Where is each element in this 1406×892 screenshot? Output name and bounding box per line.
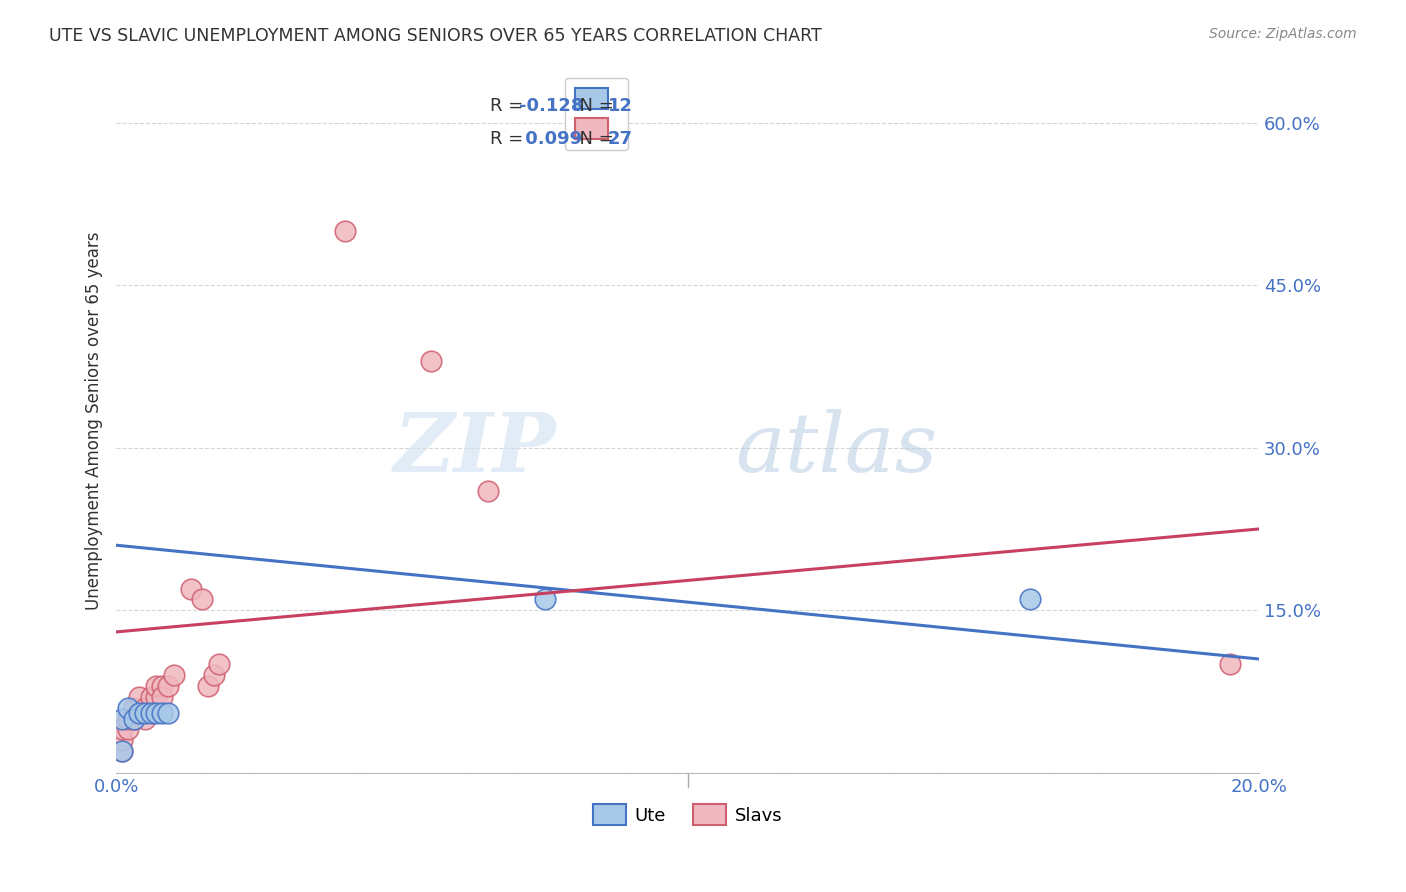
Point (477, 484, 499, 499)
Text: Source: ZipAtlas.com: Source: ZipAtlas.com (1209, 27, 1357, 41)
Point (145, 690, 167, 704)
Point (134, 700, 156, 714)
Point (150, 706, 173, 721)
Point (156, 706, 179, 721)
Legend: Ute, Slavs: Ute, Slavs (583, 796, 792, 834)
Point (191, 592, 214, 607)
Text: 27: 27 (607, 130, 633, 148)
Point (145, 706, 167, 721)
Point (122, 712, 145, 726)
Point (145, 679, 167, 693)
Text: N =: N = (568, 96, 619, 115)
Point (134, 706, 156, 721)
Point (333, 224, 356, 238)
Point (111, 712, 134, 726)
Text: R =: R = (491, 130, 529, 148)
Point (162, 668, 184, 682)
Point (117, 700, 139, 714)
Point (208, 657, 231, 672)
Point (1019, 592, 1042, 607)
Point (122, 712, 145, 726)
Point (180, 582, 202, 596)
Point (156, 679, 179, 693)
Point (139, 700, 162, 714)
Point (134, 712, 156, 726)
Text: 0.099: 0.099 (519, 130, 582, 148)
Point (117, 712, 139, 726)
Point (128, 690, 150, 704)
Point (117, 723, 139, 737)
Text: ZIP: ZIP (394, 409, 557, 489)
Point (419, 354, 441, 368)
Point (534, 592, 557, 607)
Point (122, 700, 145, 714)
Point (150, 679, 173, 693)
Point (139, 706, 162, 721)
Text: R =: R = (491, 96, 529, 115)
Point (150, 690, 173, 704)
Point (128, 706, 150, 721)
Point (111, 744, 134, 758)
Text: N =: N = (568, 130, 619, 148)
Point (1219, 657, 1241, 672)
Point (197, 679, 219, 693)
Point (111, 723, 134, 737)
Point (139, 690, 162, 704)
Point (111, 744, 134, 758)
Text: 12: 12 (607, 96, 633, 115)
Text: UTE VS SLAVIC UNEMPLOYMENT AMONG SENIORS OVER 65 YEARS CORRELATION CHART: UTE VS SLAVIC UNEMPLOYMENT AMONG SENIORS… (49, 27, 823, 45)
Text: atlas: atlas (735, 409, 938, 489)
Y-axis label: Unemployment Among Seniors over 65 years: Unemployment Among Seniors over 65 years (86, 231, 103, 610)
Point (202, 668, 225, 682)
Text: -0.128: -0.128 (519, 96, 583, 115)
Point (111, 733, 134, 747)
